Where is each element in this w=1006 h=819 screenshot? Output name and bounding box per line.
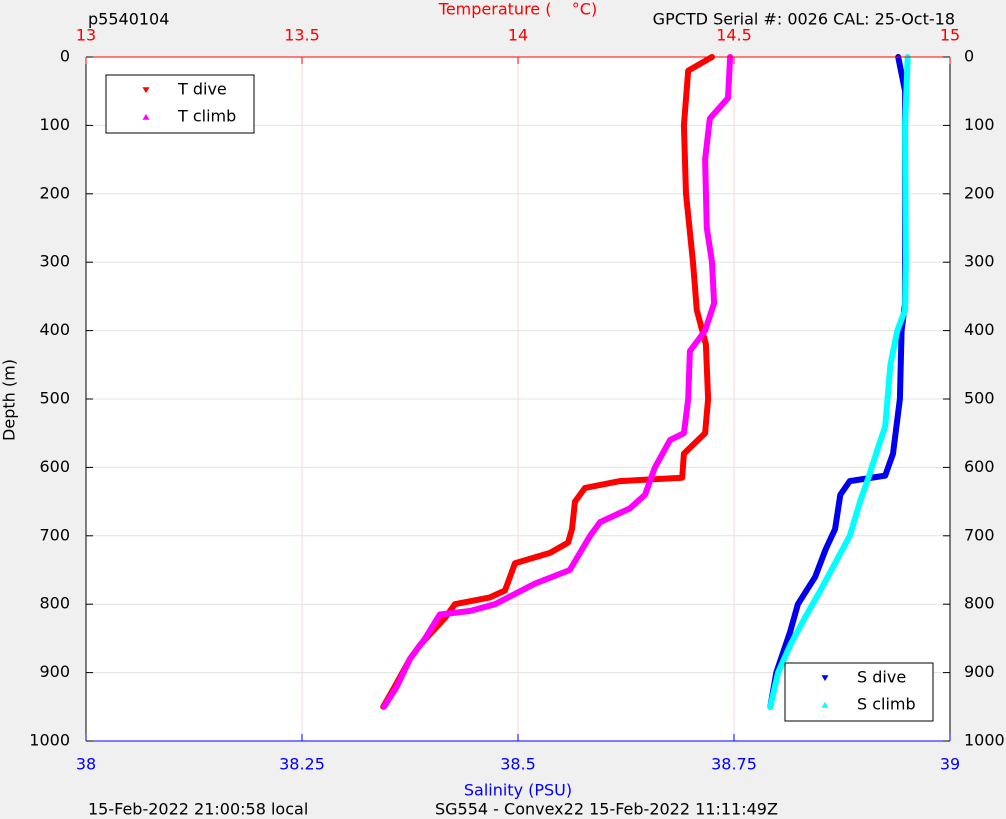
y2-tick-label: 600 <box>964 457 995 476</box>
x2-tick-label: 14 <box>508 26 528 45</box>
x-axis-label: Salinity (PSU) <box>464 781 572 800</box>
x2-tick-label: 13.5 <box>284 26 320 45</box>
lines <box>380 54 911 710</box>
subtitle: GPCTD Serial #: 0026 CAL: 25-Oct-18 <box>653 10 955 29</box>
footer-left: 15-Feb-2022 21:00:58 local <box>88 800 308 819</box>
x-tick-label: 39 <box>940 755 960 774</box>
y2-tick-label: 100 <box>964 115 995 134</box>
x2-tick-label: 13 <box>76 26 96 45</box>
y2-tick-label: 300 <box>964 252 995 271</box>
profile-line <box>767 54 911 710</box>
x-tick-label: 38.75 <box>711 755 757 774</box>
chart-title: p5540104 <box>88 10 169 29</box>
legend-marker <box>821 701 829 708</box>
y2-tick-label: 500 <box>964 389 995 408</box>
legend-label: T dive <box>177 80 227 99</box>
legend-marker <box>821 675 829 682</box>
y-tick-label: 100 <box>39 115 70 134</box>
y-tick-label: 800 <box>39 594 70 613</box>
y2-tick-label: 0 <box>964 47 974 66</box>
y-tick-label: 300 <box>39 252 70 271</box>
x-tick-label: 38.5 <box>500 755 536 774</box>
legend-marker <box>142 87 150 94</box>
legend-marker <box>142 113 150 120</box>
x2-axis-label: Temperature ( °C) <box>438 0 597 19</box>
footer-right: SG554 - Convex22 15-Feb-2022 11:11:49Z <box>435 800 778 819</box>
y-axis-label: Depth (m) <box>0 359 19 441</box>
y2-tick-label: 700 <box>964 525 995 544</box>
y-tick-label: 900 <box>39 662 70 681</box>
x-tick-label: 38 <box>76 755 96 774</box>
legend-label: S climb <box>857 695 916 714</box>
y-tick-label: 0 <box>60 47 70 66</box>
y2-tick-label: 900 <box>964 662 995 681</box>
legend-box <box>784 662 934 722</box>
y-tick-label: 200 <box>39 183 70 202</box>
y-tick-label: 500 <box>39 389 70 408</box>
y-tick-label: 600 <box>39 457 70 476</box>
legend-label: S dive <box>857 668 906 687</box>
x2-tick-label: 14.5 <box>716 26 752 45</box>
y-tick-label: 400 <box>39 320 70 339</box>
y-tick-label: 700 <box>39 525 70 544</box>
legend-label: T climb <box>177 107 236 126</box>
y2-tick-label: 1000 <box>964 731 1005 750</box>
y2-tick-label: 400 <box>964 320 995 339</box>
y2-tick-label: 800 <box>964 594 995 613</box>
y-tick-label: 1000 <box>29 731 70 750</box>
y2-tick-label: 200 <box>964 183 995 202</box>
x2-tick-label: 15 <box>940 26 960 45</box>
x-tick-label: 38.25 <box>279 755 325 774</box>
profile-line <box>381 54 734 710</box>
legend-box <box>105 74 255 134</box>
